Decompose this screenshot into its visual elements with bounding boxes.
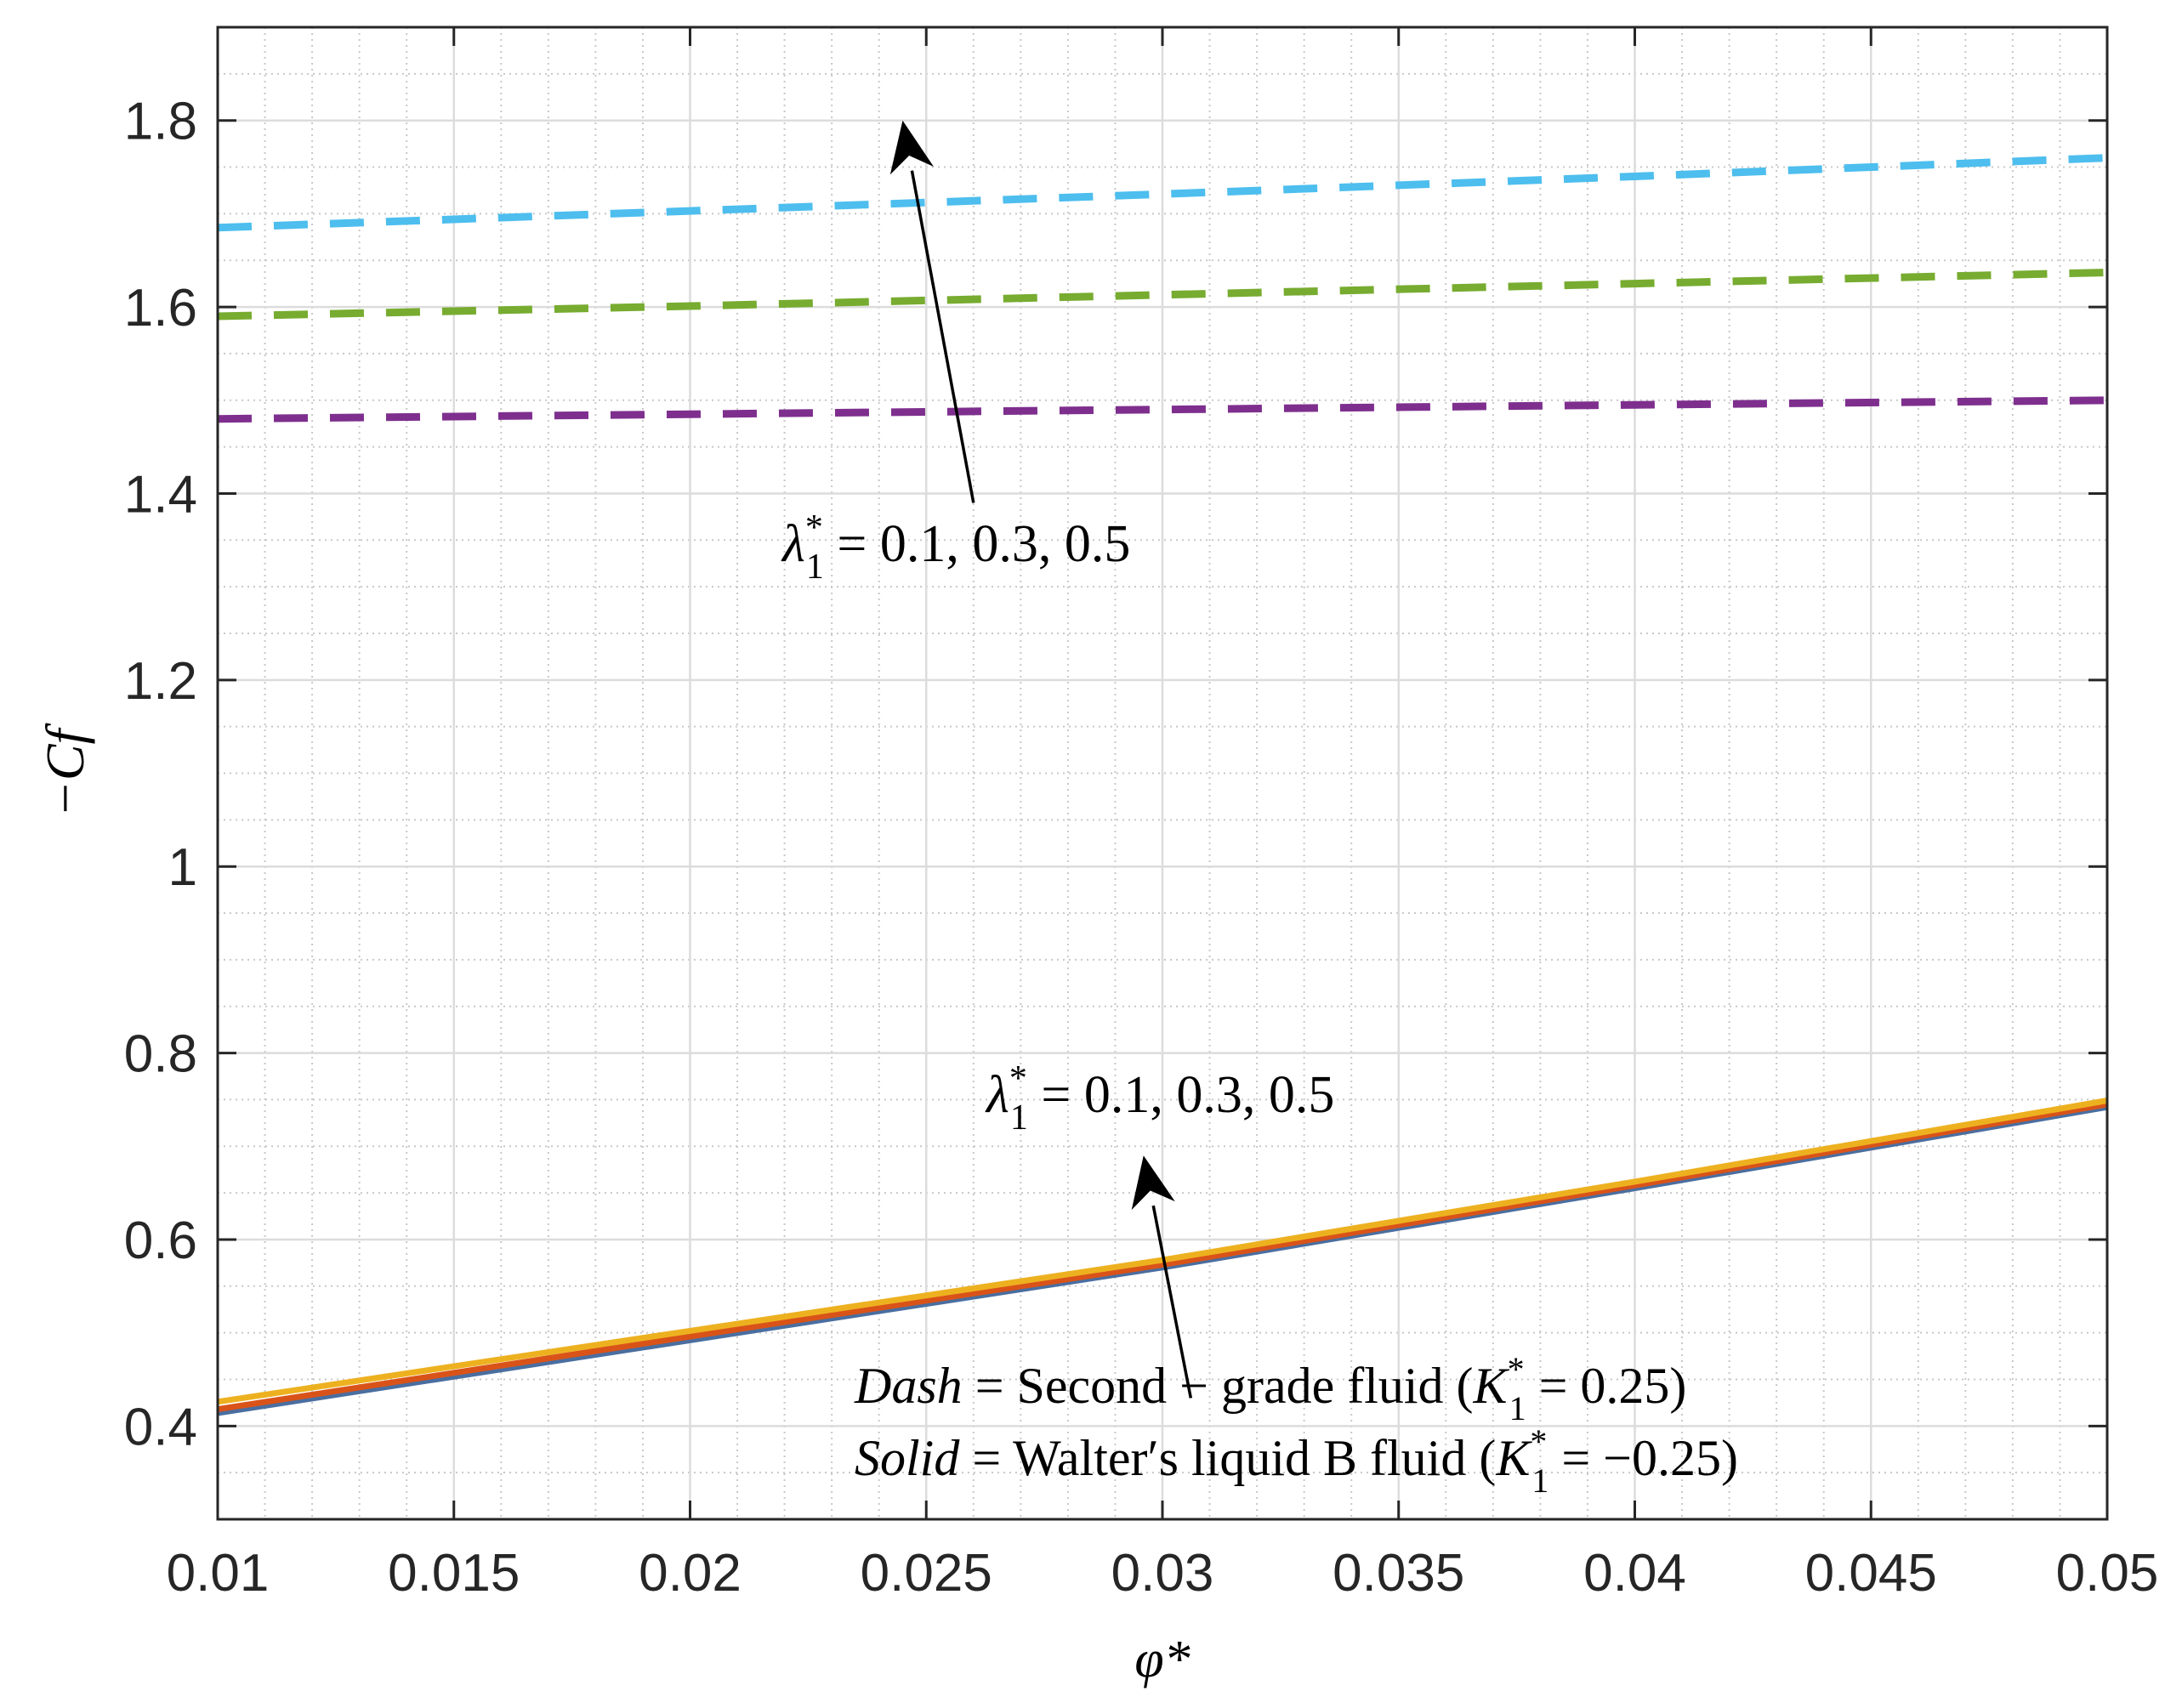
y-tick-label: 1.8 (124, 93, 197, 151)
arrow-upper-head (889, 120, 934, 175)
x-tick-label: 0.015 (388, 1544, 520, 1603)
x-tick-label: 0.03 (1111, 1544, 1214, 1603)
x-tick-label: 0.02 (639, 1544, 742, 1603)
series-line-1-dashed (217, 154, 2108, 232)
y-axis-label: −Cf (35, 722, 95, 817)
y-tick-label: 1.2 (124, 652, 197, 711)
annotation-solid-note: Solid = Walter′s liquid B fluid (K* 1 = −… (855, 1422, 1738, 1500)
y-tick-label: 1.4 (124, 465, 197, 524)
series-line-3-dashed (217, 396, 2108, 423)
arrow-lower-head (1131, 1155, 1175, 1211)
y-tick-label: 0.8 (124, 1025, 197, 1084)
annotation-layer: λ* 1 = 0.1, 0.3, 0.5 λ* 1 = 0.1, 0.3, 0.5 Da… (781, 120, 1738, 1500)
y-tick-label: 1 (168, 838, 197, 897)
x-tick-label: 0.045 (1805, 1544, 1937, 1603)
x-tick-label: 0.05 (2056, 1544, 2159, 1603)
arrow-upper-shaft (910, 170, 975, 503)
y-tick-label: 0.6 (124, 1211, 197, 1270)
annotation-lambda-lower: λ* 1 = 0.1, 0.3, 0.5 (985, 1059, 1334, 1138)
series-line-5-solid (217, 1101, 2108, 1413)
annotation-dash-note: Dash = Second − grade fluid (K* 1 = 0.25) (854, 1350, 1686, 1427)
arrow-lower-shaft (1151, 1205, 1193, 1399)
x-axis-label: φ* (1134, 1631, 1190, 1688)
x-tick-label: 0.01 (167, 1544, 270, 1603)
series-line-2-dashed (217, 269, 2108, 321)
annotation-lambda-upper: λ* 1 = 0.1, 0.3, 0.5 (781, 508, 1130, 587)
x-tick-label: 0.04 (1583, 1544, 1686, 1603)
x-tick-label: 0.025 (861, 1544, 992, 1603)
x-tick-label: 0.035 (1333, 1544, 1464, 1603)
y-tick-label: 0.4 (124, 1398, 197, 1456)
axes-layer: 0.01 0.015 0.02 0.025 0.03 0.035 0.04 0.045 0.05… (35, 26, 2159, 1688)
y-tick-label: 1.6 (124, 279, 197, 338)
